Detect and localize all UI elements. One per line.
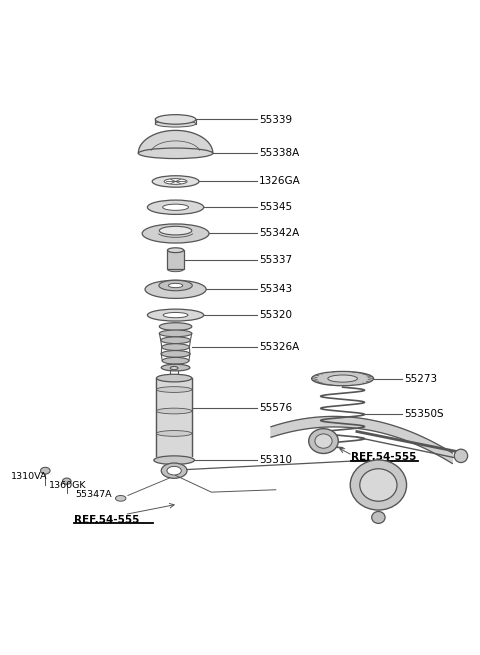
Text: 55343: 55343 — [259, 284, 292, 294]
Text: 55273: 55273 — [405, 373, 438, 384]
Ellipse shape — [154, 456, 194, 464]
Ellipse shape — [168, 248, 184, 253]
Ellipse shape — [156, 374, 192, 382]
Text: 55347A: 55347A — [75, 489, 112, 498]
Text: 55576: 55576 — [259, 403, 292, 413]
Ellipse shape — [161, 337, 191, 344]
Ellipse shape — [372, 512, 385, 523]
Ellipse shape — [159, 323, 192, 330]
Text: REF.54-555: REF.54-555 — [351, 453, 416, 462]
Text: 55342A: 55342A — [259, 229, 300, 238]
Ellipse shape — [163, 204, 189, 210]
Ellipse shape — [142, 224, 209, 243]
Ellipse shape — [145, 280, 206, 299]
Ellipse shape — [138, 148, 213, 159]
Ellipse shape — [156, 115, 196, 124]
Ellipse shape — [40, 467, 50, 474]
Ellipse shape — [309, 428, 338, 453]
Ellipse shape — [315, 434, 332, 448]
Polygon shape — [271, 417, 452, 464]
Text: 1360GK: 1360GK — [49, 481, 86, 491]
Ellipse shape — [161, 364, 190, 371]
Ellipse shape — [147, 309, 204, 321]
Ellipse shape — [159, 227, 192, 235]
Text: REF.54-555: REF.54-555 — [74, 515, 139, 525]
Ellipse shape — [147, 200, 204, 214]
Text: 1326GA: 1326GA — [259, 176, 301, 187]
Text: 55326A: 55326A — [259, 342, 300, 352]
Ellipse shape — [170, 366, 178, 369]
Text: 55339: 55339 — [259, 115, 292, 125]
Ellipse shape — [159, 330, 192, 337]
Ellipse shape — [454, 449, 468, 462]
Ellipse shape — [156, 430, 192, 436]
Text: 55310: 55310 — [259, 455, 292, 465]
Text: 55338A: 55338A — [259, 148, 300, 159]
Ellipse shape — [162, 358, 189, 364]
Ellipse shape — [162, 344, 190, 350]
Text: 55337: 55337 — [259, 255, 292, 265]
Ellipse shape — [62, 478, 71, 484]
Text: 55350S: 55350S — [405, 409, 444, 419]
Ellipse shape — [161, 350, 190, 357]
Ellipse shape — [360, 469, 397, 501]
Bar — [168, 250, 184, 269]
Polygon shape — [156, 378, 192, 457]
Ellipse shape — [156, 386, 192, 392]
Text: 55345: 55345 — [259, 202, 292, 212]
Ellipse shape — [350, 460, 407, 510]
Ellipse shape — [163, 312, 188, 318]
Ellipse shape — [168, 284, 183, 288]
Ellipse shape — [156, 121, 196, 127]
Ellipse shape — [164, 179, 187, 184]
Polygon shape — [138, 130, 213, 153]
Ellipse shape — [167, 466, 181, 475]
Ellipse shape — [159, 280, 192, 291]
Ellipse shape — [312, 371, 373, 386]
Ellipse shape — [116, 495, 126, 501]
Text: 1310VA: 1310VA — [11, 472, 48, 481]
Ellipse shape — [328, 375, 358, 382]
Ellipse shape — [161, 463, 187, 478]
Ellipse shape — [156, 408, 192, 414]
Text: 55320: 55320 — [259, 310, 292, 320]
Ellipse shape — [168, 267, 184, 272]
Ellipse shape — [152, 176, 199, 187]
